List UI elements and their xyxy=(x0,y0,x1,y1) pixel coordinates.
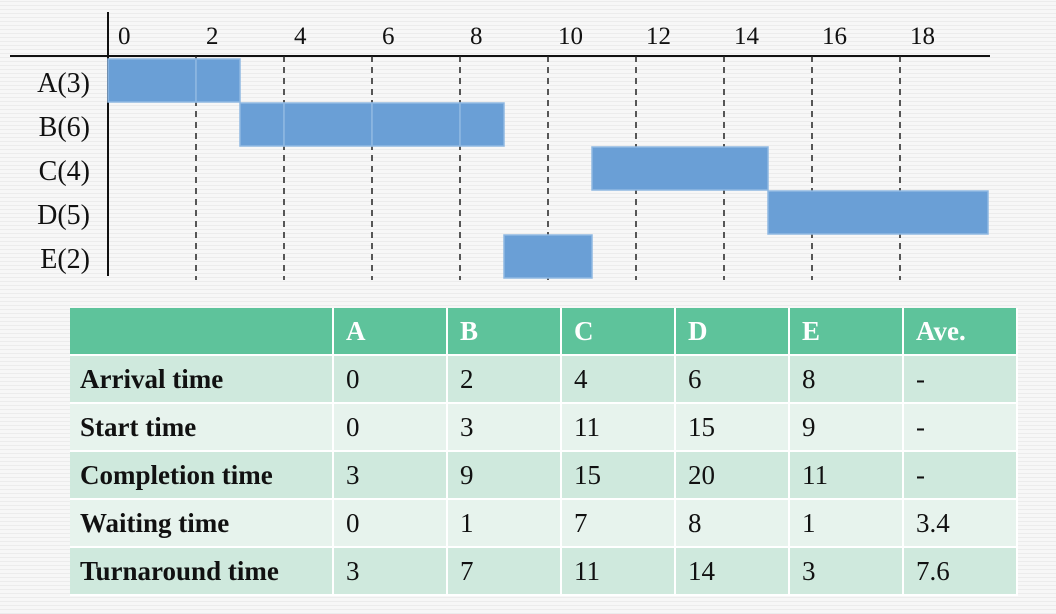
table-cell: 14 xyxy=(676,548,790,596)
table-row: Waiting time 0 1 7 8 1 3.4 xyxy=(70,500,1018,548)
tick-label: 14 xyxy=(734,23,760,50)
table-cell: 11 xyxy=(562,548,676,596)
table-cell: 11 xyxy=(790,452,904,500)
table-cell: 0 xyxy=(334,500,448,548)
table-cell: - xyxy=(904,404,1018,452)
row-label: D(5) xyxy=(37,200,90,231)
header-cell: A xyxy=(334,308,448,356)
table-cell: 8 xyxy=(790,356,904,404)
table-cell: 15 xyxy=(676,404,790,452)
table-cell: - xyxy=(904,356,1018,404)
header-cell xyxy=(70,308,334,356)
table-cell: 15 xyxy=(562,452,676,500)
row-label: C(4) xyxy=(39,156,90,187)
schedule-table: A B C D E Ave. Arrival time 0 2 4 6 8 - … xyxy=(70,308,1018,596)
row-label: B(6) xyxy=(39,112,90,143)
row-label: Arrival time xyxy=(70,356,334,404)
row-label: Completion time xyxy=(70,452,334,500)
table-row: Completion time 3 9 15 20 11 - xyxy=(70,452,1018,500)
gantt-bar xyxy=(503,234,593,279)
header-cell: B xyxy=(448,308,562,356)
table-cell: 4 xyxy=(562,356,676,404)
table-cell: 6 xyxy=(676,356,790,404)
table-cell: 3 xyxy=(334,452,448,500)
tick-label: 4 xyxy=(294,23,307,50)
table-cell: 2 xyxy=(448,356,562,404)
gantt-bar xyxy=(591,146,769,191)
table-header-row: A B C D E Ave. xyxy=(70,308,1018,356)
table-cell: 9 xyxy=(448,452,562,500)
tick-label: 2 xyxy=(206,23,219,50)
table-cell: 11 xyxy=(562,404,676,452)
tick-label: 12 xyxy=(646,23,671,50)
table-cell: 0 xyxy=(334,404,448,452)
table-cell: 7.6 xyxy=(904,548,1018,596)
tick-label: 10 xyxy=(558,23,583,50)
gantt-chart: 0 2 4 6 8 10 12 14 16 18 A(3) B(6) C(4) D(5) E(2) xyxy=(10,12,990,280)
table-cell: 3.4 xyxy=(904,500,1018,548)
table-cell: 1 xyxy=(448,500,562,548)
table-cell: 1 xyxy=(790,500,904,548)
row-label: Waiting time xyxy=(70,500,334,548)
header-cell: E xyxy=(790,308,904,356)
gantt-bar xyxy=(459,102,505,147)
row-label: Turnaround time xyxy=(70,548,334,596)
gantt-bar xyxy=(107,58,197,103)
table-cell: 20 xyxy=(676,452,790,500)
table-cell: 3 xyxy=(790,548,904,596)
gantt-bar xyxy=(195,58,241,103)
table-cell: 0 xyxy=(334,356,448,404)
tick-label: 0 xyxy=(118,23,131,50)
table-cell: 8 xyxy=(676,500,790,548)
table-cell: - xyxy=(904,452,1018,500)
tick-label: 6 xyxy=(382,23,395,50)
gantt-bar xyxy=(283,102,373,147)
tick-label: 16 xyxy=(822,23,847,50)
table-row: Start time 0 3 11 15 9 - xyxy=(70,404,1018,452)
gantt-bar xyxy=(767,190,989,235)
row-label: Start time xyxy=(70,404,334,452)
row-label: E(2) xyxy=(40,244,90,275)
gantt-bar xyxy=(239,102,285,147)
table-cell: 7 xyxy=(562,500,676,548)
header-cell: C xyxy=(562,308,676,356)
table-cell: 9 xyxy=(790,404,904,452)
table-cell: 7 xyxy=(448,548,562,596)
table-row: Arrival time 0 2 4 6 8 - xyxy=(70,356,1018,404)
tick-label: 8 xyxy=(470,23,483,50)
tick-label: 18 xyxy=(910,23,935,50)
header-cell: Ave. xyxy=(904,308,1018,356)
table-row: Turnaround time 3 7 11 14 3 7.6 xyxy=(70,548,1018,596)
table-cell: 3 xyxy=(448,404,562,452)
row-label: A(3) xyxy=(37,68,90,99)
table-cell: 3 xyxy=(334,548,448,596)
gantt-bar xyxy=(371,102,461,147)
header-cell: D xyxy=(676,308,790,356)
